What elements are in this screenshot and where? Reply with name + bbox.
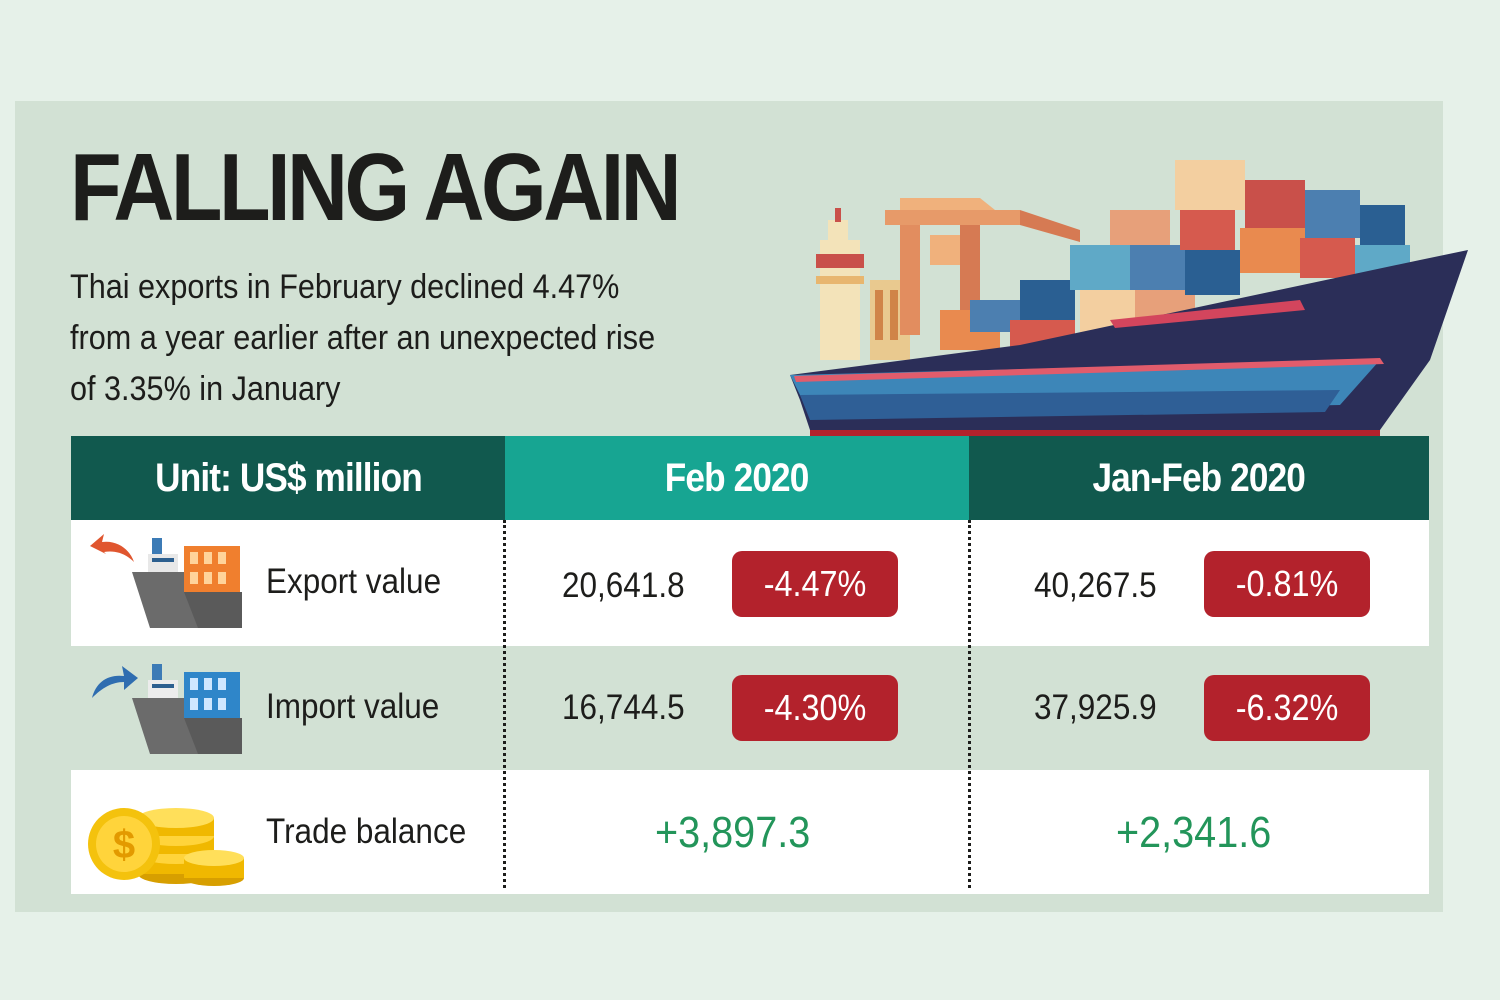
header-unit: Unit: US$ million: [71, 436, 505, 520]
export-ship-icon: [90, 534, 242, 628]
import-janfeb-change: -6.32%: [1235, 687, 1339, 728]
column-divider: [968, 520, 971, 888]
row-label-export: Export value: [266, 562, 442, 601]
import-feb-change: -4.30%: [763, 687, 867, 728]
cargo-ship-illustration: [790, 160, 1468, 436]
export-janfeb-change-badge: -0.81%: [1204, 551, 1370, 617]
header-jan-feb-2020: Jan-Feb 2020: [969, 436, 1429, 520]
import-feb-change-badge: -4.30%: [732, 675, 898, 741]
header-feb-2020: Feb 2020: [505, 436, 969, 520]
coins-icon: $: [88, 808, 244, 886]
export-feb-value: 20,641.8: [562, 566, 685, 605]
subtitle-line-2: from a year earlier after an unexpected …: [70, 319, 656, 357]
page-title: FALLING AGAIN: [70, 134, 682, 241]
import-janfeb-value: 37,925.9: [1034, 688, 1157, 727]
header-jan-feb-2020-label: Jan-Feb 2020: [1092, 455, 1306, 500]
subtitle: Thai exports in February declined 4.47% …: [70, 262, 790, 415]
header-feb-2020-label: Feb 2020: [665, 455, 810, 500]
export-feb-change: -4.47%: [763, 563, 867, 604]
column-divider: [503, 520, 506, 888]
header-unit-label: Unit: US$ million: [154, 455, 423, 500]
row-label-trade-balance: Trade balance: [266, 812, 467, 851]
trade-balance-feb-value: +3,897.3: [655, 808, 811, 857]
subtitle-line-3: of 3.35% in January: [70, 370, 341, 408]
import-janfeb-change-badge: -6.32%: [1204, 675, 1370, 741]
export-janfeb-value: 40,267.5: [1034, 566, 1157, 605]
subtitle-line-1: Thai exports in February declined 4.47%: [70, 268, 620, 306]
row-label-import: Import value: [266, 687, 440, 726]
export-janfeb-change: -0.81%: [1235, 563, 1339, 604]
svg-text:$: $: [113, 823, 135, 867]
table-row: [71, 770, 1429, 894]
trade-balance-janfeb-value: +2,341.6: [1116, 808, 1272, 857]
import-ship-icon: [92, 664, 242, 754]
import-feb-value: 16,744.5: [562, 688, 685, 727]
export-feb-change-badge: -4.47%: [732, 551, 898, 617]
